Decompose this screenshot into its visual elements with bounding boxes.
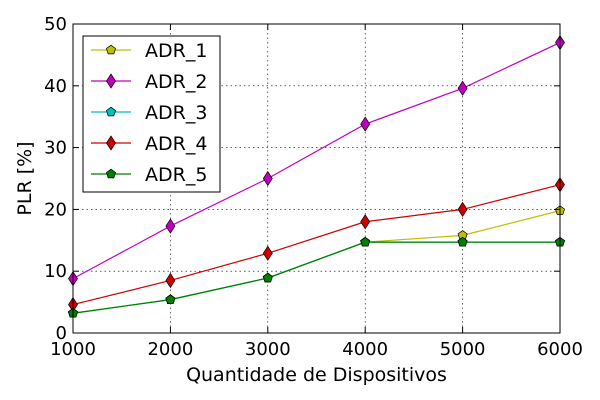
- series-adr-4: [68, 177, 565, 313]
- legend-label: ADR_5: [145, 164, 207, 186]
- plot-area-frame: [72, 23, 561, 334]
- legend-item: ADR_3: [91, 102, 207, 124]
- y-axis-label: PLR [%]: [14, 141, 36, 215]
- legend-label: ADR_2: [145, 71, 207, 93]
- legend: ADR_1 ADR_2 ADR_3 ADR_4 ADR_5: [82, 35, 221, 193]
- series-line: [72, 210, 561, 314]
- legend-marker: [106, 106, 116, 117]
- x-tick-label: 5000: [440, 339, 486, 360]
- y-tick-label: 10: [44, 261, 67, 282]
- data-point: [360, 214, 371, 230]
- legend-item: ADR_4: [91, 133, 207, 155]
- x-tick-label: 6000: [537, 339, 583, 360]
- x-tick-label: 4000: [342, 339, 388, 360]
- data-point: [457, 236, 468, 247]
- series-line: [72, 241, 560, 314]
- y-tick-label: 50: [44, 14, 67, 35]
- legend-marker: [106, 73, 116, 89]
- series-adr-2: [68, 34, 565, 287]
- data-point: [262, 245, 273, 261]
- data-point: [360, 236, 371, 247]
- legend-item: ADR_1: [91, 40, 207, 62]
- data-point: [457, 80, 468, 96]
- legend-marker: [106, 168, 116, 179]
- y-tick-label: 30: [44, 138, 67, 159]
- legend-label: ADR_1: [145, 40, 207, 62]
- x-tick-label: 3000: [245, 339, 291, 360]
- legend-item: ADR_5: [91, 164, 207, 186]
- series-adr-1: [68, 205, 565, 318]
- y-tick-label: 20: [44, 199, 67, 220]
- x-tick-label: 1000: [50, 339, 96, 360]
- ticks: 1000 2000 3000 4000 5000 6000 0 10 20 30 40 50: [44, 14, 583, 360]
- series-adr-5: [68, 236, 565, 318]
- legend-label: ADR_3: [145, 102, 207, 124]
- legend-marker: [106, 44, 116, 55]
- data-point: [165, 218, 176, 234]
- data-point: [262, 272, 273, 283]
- data-point: [262, 170, 273, 187]
- data-point: [457, 201, 468, 218]
- series-line: [72, 41, 561, 280]
- series-line: [72, 184, 561, 306]
- data-point: [165, 294, 176, 304]
- x-axis-label: Quantidade de Dispositivos: [186, 364, 447, 386]
- series-adr-3: [68, 236, 565, 318]
- x-tick-label: 2000: [147, 339, 193, 360]
- legend-marker: [106, 135, 116, 151]
- legend-label: ADR_4: [145, 133, 207, 155]
- legend-box: [82, 35, 221, 193]
- y-tick-label: 40: [44, 76, 67, 97]
- y-tick-label: 0: [56, 323, 67, 344]
- series-layer: [68, 34, 565, 318]
- legend-item: ADR_2: [91, 71, 207, 93]
- data-point: [165, 272, 176, 289]
- data-point: [360, 116, 371, 132]
